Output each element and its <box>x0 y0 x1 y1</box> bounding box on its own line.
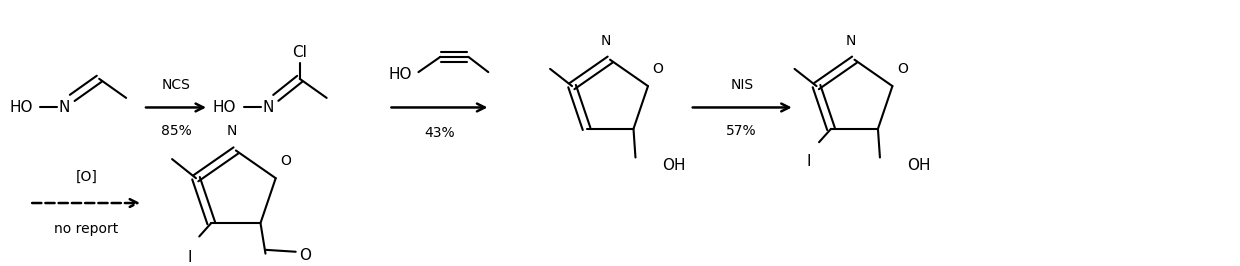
Text: HO: HO <box>10 100 33 115</box>
Text: I: I <box>807 154 811 169</box>
Text: OH: OH <box>906 158 930 173</box>
Text: O: O <box>299 248 311 263</box>
Text: I: I <box>187 250 191 265</box>
Text: 43%: 43% <box>424 126 455 140</box>
Text: N: N <box>58 100 69 115</box>
Text: [O]: [O] <box>76 170 97 184</box>
Text: O: O <box>652 62 663 76</box>
Text: O: O <box>897 62 908 76</box>
Text: NCS: NCS <box>161 78 191 93</box>
Text: N: N <box>601 34 611 48</box>
Text: 57%: 57% <box>727 124 758 138</box>
Text: HO: HO <box>388 66 412 81</box>
Text: HO: HO <box>213 100 237 115</box>
Text: no report: no report <box>55 222 118 236</box>
Text: N: N <box>262 100 274 115</box>
Text: N: N <box>227 124 237 138</box>
Text: O: O <box>280 154 291 168</box>
Text: NIS: NIS <box>730 78 753 93</box>
Text: Cl: Cl <box>293 44 308 60</box>
Text: 85%: 85% <box>161 124 191 138</box>
Text: N: N <box>846 34 856 48</box>
Text: OH: OH <box>662 158 686 173</box>
